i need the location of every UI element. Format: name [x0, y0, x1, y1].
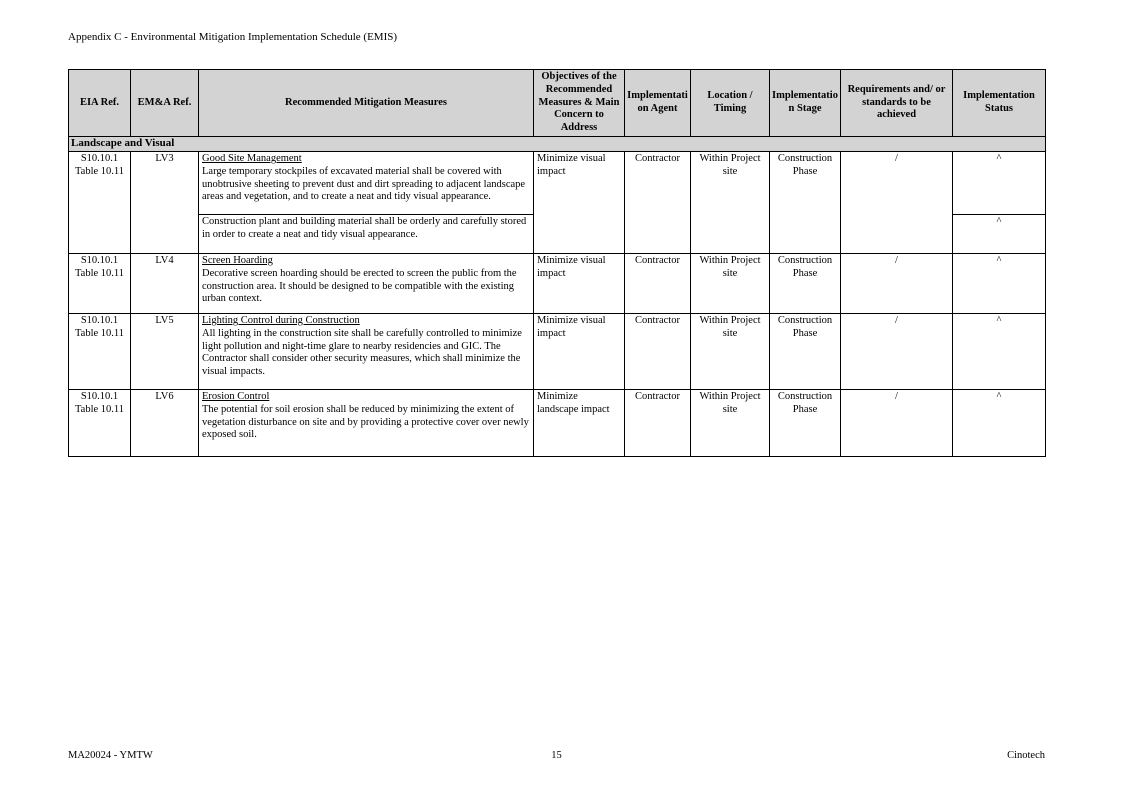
- cell-stage: Construction Phase: [769, 150, 841, 254]
- footer-page-number: 15: [551, 750, 562, 761]
- cell-requirements: /: [840, 388, 953, 457]
- cell-measures: Lighting Control during Construction All…: [198, 312, 534, 390]
- cell-ema-ref: LV4: [130, 252, 199, 314]
- cell-eia-ref: S10.10.1 Table 10.11: [68, 312, 131, 390]
- cell-location: Within Project site: [690, 312, 770, 390]
- cell-status: ^: [952, 150, 1046, 215]
- cell-eia-ref: S10.10.1 Table 10.11: [68, 388, 131, 457]
- measure-body: The potential for soil erosion shall be …: [202, 403, 529, 441]
- cell-measures: Screen Hoarding Decorative screen hoardi…: [198, 252, 534, 314]
- measure-body: Large temporary stockpiles of excavated …: [202, 165, 526, 203]
- col-header-location: Location / Timing: [690, 69, 770, 137]
- footer-document-ref: MA20024 - YMTW: [68, 750, 153, 761]
- table-row-lv6: S10.10.1 Table 10.11 LV6 Erosion Control…: [68, 388, 1046, 457]
- section-header: Landscape and Visual: [68, 135, 1046, 152]
- measure-title: Good Site Management: [202, 152, 302, 164]
- col-header-measures: Recommended Mitigation Measures: [198, 69, 534, 137]
- table-row-lv4: S10.10.1 Table 10.11 LV4 Screen Hoarding…: [68, 252, 1046, 314]
- col-header-requirements: Requirements and/ or standards to be ach…: [840, 69, 953, 137]
- cell-eia-ref: S10.10.1 Table 10.11: [68, 150, 131, 254]
- cell-ema-ref: LV5: [130, 312, 199, 390]
- cell-objectives: Minimize visual impact: [533, 252, 625, 314]
- table-row-lv3-b: Construction plant and building material…: [69, 213, 1046, 254]
- table-row-lv3-a: S10.10.1 Table 10.11 LV3 Good Site Manag…: [68, 150, 1046, 254]
- cell-measures-2: Construction plant and building material…: [198, 213, 534, 254]
- cell-agent: Contractor: [624, 388, 691, 457]
- cell-stage: Construction Phase: [769, 388, 841, 457]
- cell-requirements: /: [840, 150, 953, 254]
- cell-status: ^: [952, 312, 1046, 390]
- col-header-objectives: Objectives of the Recommended Measures &…: [533, 69, 625, 137]
- measure-body: All lighting in the construction site sh…: [202, 327, 522, 378]
- footer-company-name: Cinotech: [1007, 750, 1046, 761]
- table-header-row: EIA Ref. EM&A Ref. Recommended Mitigatio…: [68, 69, 1046, 137]
- col-header-status: Implementation Status: [952, 69, 1046, 137]
- measure-title: Lighting Control during Construction: [202, 314, 360, 326]
- cell-agent: Contractor: [624, 312, 691, 390]
- section-row-landscape-visual: Landscape and Visual: [68, 135, 1046, 152]
- cell-agent: Contractor: [624, 150, 691, 254]
- cell-location: Within Project site: [690, 388, 770, 457]
- measure-body: Decorative screen hoarding should be ere…: [202, 267, 517, 305]
- cell-stage: Construction Phase: [769, 312, 841, 390]
- cell-location: Within Project site: [690, 252, 770, 314]
- cell-objectives: Minimize landscape impact: [533, 388, 625, 457]
- cell-status-2: ^: [952, 213, 1046, 254]
- cell-objectives: Minimize visual impact: [533, 312, 625, 390]
- measure-title: Screen Hoarding: [202, 254, 273, 266]
- cell-requirements: /: [840, 252, 953, 314]
- cell-measures: Erosion Control The potential for soil e…: [198, 388, 534, 457]
- col-header-stage: Implementatio n Stage: [769, 69, 841, 137]
- cell-status: ^: [952, 388, 1046, 457]
- cell-status: ^: [952, 252, 1046, 314]
- emis-table: EIA Ref. EM&A Ref. Recommended Mitigatio…: [68, 69, 1046, 457]
- measure-title: Erosion Control: [202, 390, 270, 402]
- cell-location: Within Project site: [690, 150, 770, 254]
- cell-requirements: /: [840, 312, 953, 390]
- cell-stage: Construction Phase: [769, 252, 841, 314]
- cell-ema-ref: LV6: [130, 388, 199, 457]
- cell-objectives: Minimize visual impact: [533, 150, 625, 254]
- document-title: Appendix C - Environmental Mitigation Im…: [68, 31, 398, 43]
- col-header-ema-ref: EM&A Ref.: [130, 69, 199, 137]
- col-header-agent: Implementati on Agent: [624, 69, 691, 137]
- cell-agent: Contractor: [624, 252, 691, 314]
- cell-measures: Good Site Management Large temporary sto…: [198, 150, 534, 215]
- col-header-eia-ref: EIA Ref.: [68, 69, 131, 137]
- cell-ema-ref: LV3: [130, 150, 199, 254]
- cell-eia-ref: S10.10.1 Table 10.11: [68, 252, 131, 314]
- table-row-lv5: S10.10.1 Table 10.11 LV5 Lighting Contro…: [68, 312, 1046, 390]
- page-footer: MA20024 - YMTW 15 Cinotech: [68, 750, 1045, 761]
